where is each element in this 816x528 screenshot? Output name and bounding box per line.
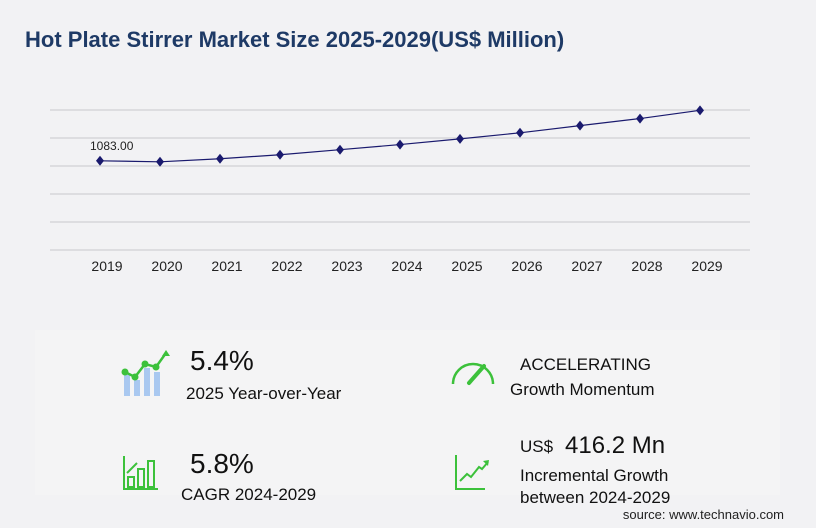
x-tick-label: 2022: [271, 258, 302, 274]
data-point-2020: [156, 156, 164, 167]
stats-panel: [35, 330, 780, 495]
data-point-2024: [396, 139, 404, 150]
incr-label-1: Incremental Growth: [520, 466, 669, 485]
growth-chart-icon: [121, 350, 170, 396]
x-tick-label: 2027: [571, 258, 602, 274]
momentum-label: Growth Momentum: [510, 380, 655, 399]
data-point-2027: [576, 120, 584, 131]
data-point-2029: [696, 105, 704, 116]
series-line: [99, 109, 701, 163]
x-tick-label: 2023: [331, 258, 362, 274]
momentum-value: ACCELERATING: [520, 355, 651, 374]
x-tick-label: 2028: [631, 258, 662, 274]
x-tick-label: 2026: [511, 258, 542, 274]
cagr-value: 5.8%: [190, 448, 254, 479]
x-tick-label: 2021: [211, 258, 242, 274]
yoy-value: 5.4%: [190, 345, 254, 376]
x-tick-label: 2024: [391, 258, 422, 274]
bar-chart-icon: [123, 456, 158, 490]
incr-label-2: between 2024-2029: [520, 488, 671, 507]
speedometer-icon: [451, 362, 495, 385]
incr-currency: US$: [520, 437, 554, 456]
x-tick-label: 2029: [691, 258, 722, 274]
data-point-2022: [276, 149, 284, 160]
data-point-2026: [516, 127, 524, 138]
data-point-2023: [336, 144, 344, 155]
data-point-2028: [636, 113, 644, 124]
data-label: 1083.00: [90, 139, 134, 153]
cagr-label: CAGR 2024-2029: [181, 485, 317, 504]
data-point-2019: [96, 155, 104, 166]
incr-value: 416.2 Mn: [565, 432, 666, 459]
line-chart: 2019 1083.00 2020 2021 2022 2023 2024 2025 2026 2…: [50, 105, 750, 274]
yoy-label: 2025 Year-over-Year: [186, 384, 342, 403]
x-tick-label: 2019: [91, 258, 122, 274]
x-tick-label: 2025: [451, 258, 482, 274]
x-tick-label: 2020: [151, 258, 182, 274]
data-point-2021: [216, 153, 224, 164]
chart-title: Hot Plate Stirrer Market Size 2025-2029(…: [25, 27, 565, 52]
source-note: source: www.technavio.com: [622, 507, 784, 522]
trend-up-icon: [455, 455, 489, 490]
data-point-2025: [456, 133, 464, 144]
